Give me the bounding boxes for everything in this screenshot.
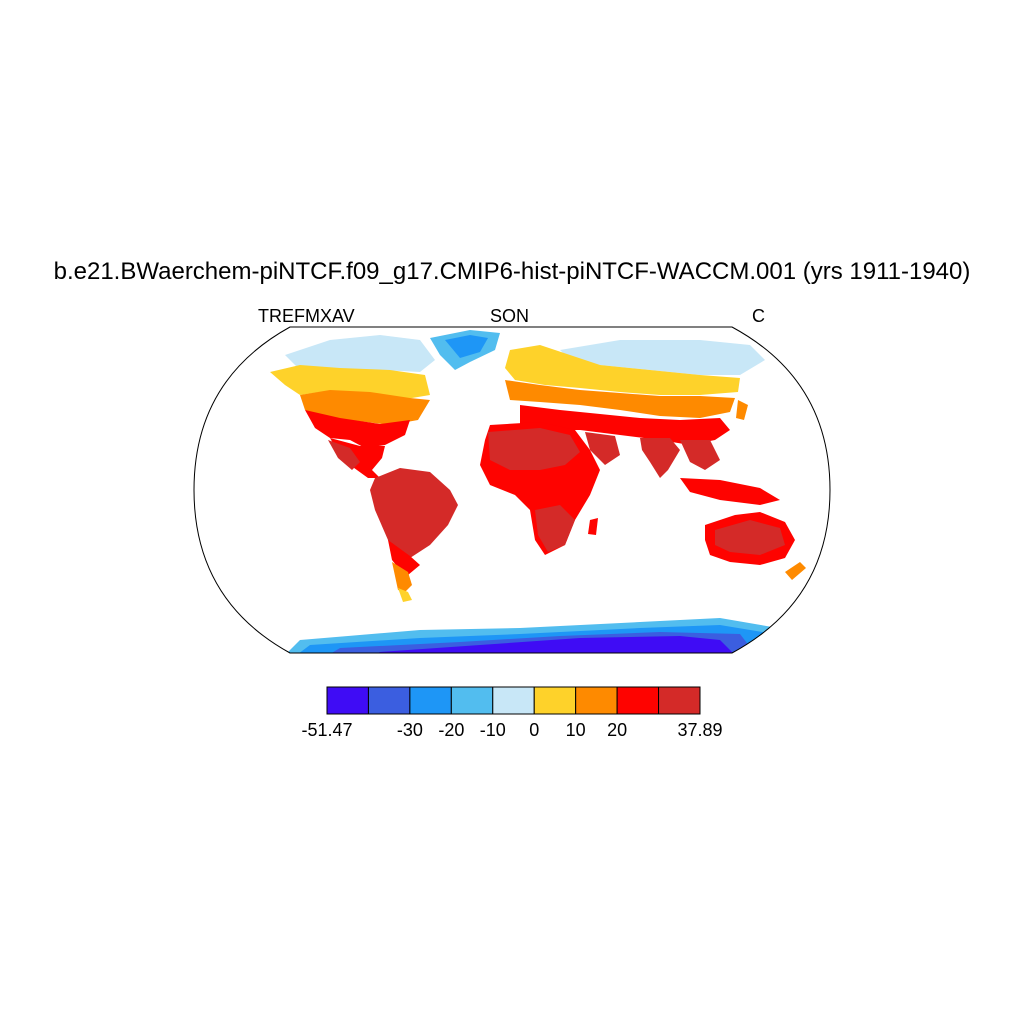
center-string: SON: [490, 306, 530, 326]
right-string: C: [752, 306, 765, 326]
india-region: [640, 438, 680, 478]
plot-title: b.e21.BWaerchem-piNTCF.f09_g17.CMIP6-his…: [53, 258, 971, 285]
colorbar-swatch: [658, 686, 701, 715]
north-america-region: [300, 390, 430, 425]
colorbar-tick-label: 0: [529, 720, 540, 740]
south-america-region: [398, 588, 412, 602]
colorbar-tick-label: 37.89: [677, 720, 723, 740]
colorbar: [326, 686, 701, 715]
colorbar-swatch: [409, 686, 452, 715]
north-america-region: [270, 365, 430, 400]
south-america-region: [370, 468, 458, 565]
colorbar-swatch: [367, 686, 411, 715]
colorbar-tick-label: -30: [396, 720, 423, 740]
arabia-region: [585, 432, 620, 465]
africa-region: [535, 505, 575, 552]
north-america-region: [285, 335, 435, 372]
greenland-region: [445, 335, 488, 358]
colorbar-swatch: [450, 686, 494, 715]
siberia-region: [560, 340, 765, 375]
new-zealand-region: [785, 562, 806, 580]
north-america-region: [305, 410, 410, 448]
south-america-region: [388, 540, 420, 575]
colorbar-swatch: [326, 686, 369, 715]
colorbar-swatch: [533, 686, 577, 715]
left-string: TREFMXAV: [258, 306, 355, 326]
se-asia-region: [680, 440, 720, 470]
colorbar-tick-label: -10: [479, 720, 506, 740]
colorbar-tick-label: 20: [607, 720, 628, 740]
colorbar-swatch: [616, 686, 660, 715]
japan-region: [736, 400, 748, 420]
indonesia-region: [680, 478, 780, 505]
europe-region: [505, 380, 735, 418]
colorbar-tick-label: -51.47: [301, 720, 353, 740]
south-america-region: [392, 562, 412, 592]
colorbar-swatch: [492, 686, 535, 715]
colorbar-tick-label: 10: [565, 720, 586, 740]
africa-region: [488, 428, 580, 470]
europe-region: [505, 345, 740, 395]
antarctica-region: [360, 636, 740, 653]
map-outline: [193, 326, 831, 654]
colorbar-swatch: [575, 686, 618, 715]
asia-region: [520, 405, 730, 445]
mexico-region: [328, 440, 360, 470]
madagascar-region: [588, 518, 598, 535]
colorbar-tick-label: -20: [438, 720, 465, 740]
australia-region: [715, 520, 785, 555]
map-land: [270, 330, 806, 653]
